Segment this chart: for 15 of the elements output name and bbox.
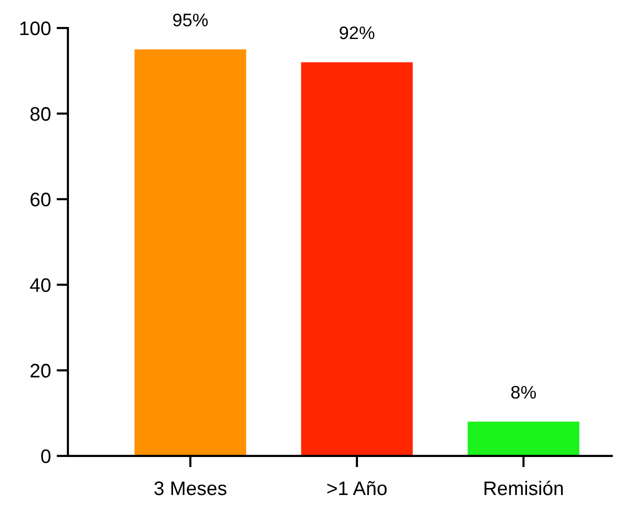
y-tick-label: 20 bbox=[30, 364, 50, 378]
x-tick-label: 3 Meses bbox=[154, 481, 226, 496]
y-tick-label: 80 bbox=[30, 107, 50, 121]
y-tick-label: 100 bbox=[20, 21, 50, 36]
x-tick-label: >1 Año bbox=[327, 481, 387, 496]
bar bbox=[301, 62, 413, 456]
bar bbox=[468, 422, 580, 456]
y-tick-label: 0 bbox=[41, 449, 50, 464]
data-label: 95% bbox=[173, 14, 208, 26]
data-label: 92% bbox=[340, 26, 374, 40]
y-tick-label: 60 bbox=[30, 192, 50, 206]
y-tick-label: 40 bbox=[30, 278, 50, 292]
data-label: 8% bbox=[511, 386, 536, 399]
x-tick-label: Remisión bbox=[484, 480, 563, 496]
bar bbox=[134, 49, 246, 456]
